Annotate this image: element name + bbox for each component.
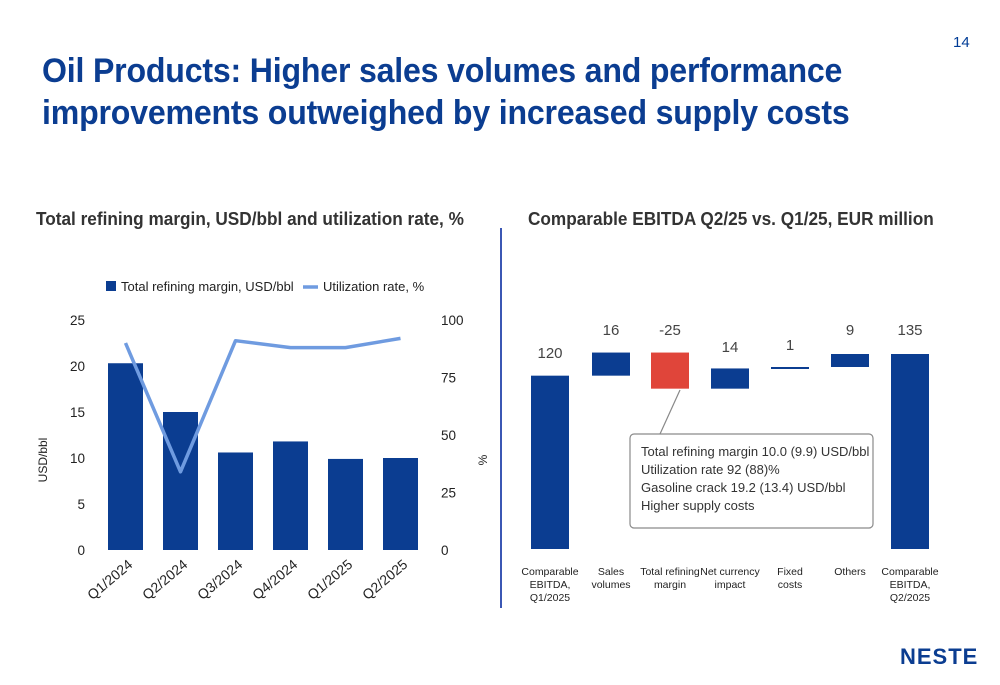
page-number: 14	[953, 34, 970, 51]
waterfall-value-label: -25	[659, 322, 681, 339]
x-tick-label: margin	[654, 579, 686, 591]
x-tick-label: Others	[834, 566, 866, 578]
x-tick-label: EBITDA,	[530, 579, 571, 591]
y2-tick-label: 50	[441, 428, 456, 443]
y-tick-label: 5	[77, 497, 85, 512]
callout-line: Gasoline crack 19.2 (13.4) USD/bbl	[641, 480, 846, 495]
waterfall-value-label: 14	[722, 339, 739, 356]
y2-tick-label: 75	[441, 371, 456, 386]
waterfall-value-label: 120	[537, 345, 562, 362]
margin-bar	[163, 412, 198, 550]
x-tick-label: Net currency	[700, 566, 760, 578]
y-tick-label: 20	[70, 359, 85, 374]
y-tick-label: 10	[70, 451, 85, 466]
neste-logo: NESTE	[900, 644, 979, 669]
waterfall-bar	[531, 375, 569, 549]
x-tick-label: volumes	[591, 579, 630, 591]
waterfall-bar	[891, 354, 929, 549]
y-tick-label: 0	[77, 543, 85, 558]
callout-line: Total refining margin 10.0 (9.9) USD/bbl	[641, 444, 869, 459]
title-line-1: Oil Products: Higher sales volumes and p…	[42, 52, 843, 90]
page-title: Oil Products: Higher sales volumes and p…	[42, 50, 870, 134]
title-line-2: improvements outweighed by increased sup…	[42, 94, 850, 132]
x-tick-label: Fixed	[777, 566, 803, 578]
right-chart-title: Comparable EBITDA Q2/25 vs. Q1/25, EUR m…	[528, 208, 934, 229]
callout-line: Utilization rate 92 (88)%	[641, 462, 780, 477]
x-tick-label: Sales	[598, 566, 624, 578]
panel-divider	[500, 228, 502, 608]
utilization-line	[123, 336, 401, 474]
margin-bar	[218, 452, 253, 550]
waterfall-value-label: 9	[846, 322, 854, 339]
x-tick-label: Q1/2025	[530, 592, 570, 604]
y-axis-label: USD/bbl	[36, 438, 50, 483]
y2-tick-label: 25	[441, 486, 456, 501]
waterfall-value-label: 135	[897, 322, 922, 339]
callout-box	[629, 433, 874, 529]
waterfall-bar	[771, 367, 809, 369]
x-tick-label: impact	[715, 579, 746, 591]
legend-label-margin: Total refining margin, USD/bbl	[121, 279, 294, 294]
x-tick-label: Q2/2025	[890, 592, 930, 604]
x-tick-label: Total refining	[640, 566, 700, 578]
waterfall-value-label: 1	[786, 337, 794, 354]
margin-bar	[273, 441, 308, 550]
waterfall-bar	[651, 352, 689, 389]
margin-bar	[108, 363, 143, 550]
waterfall-value-label: 16	[603, 322, 620, 339]
callout-line: Higher supply costs	[641, 498, 755, 513]
waterfall-bar	[831, 354, 869, 367]
waterfall-bar	[711, 368, 749, 389]
legend-swatch-margin	[106, 281, 116, 291]
x-tick-label: Comparable	[521, 566, 578, 578]
y-tick-label: 15	[70, 405, 85, 420]
x-tick-label: Comparable	[881, 566, 938, 578]
y2-tick-label: 100	[441, 313, 464, 328]
margin-bar	[328, 458, 363, 550]
margin-bar	[383, 458, 418, 550]
callout-pointer	[659, 389, 681, 435]
x-tick-label: costs	[778, 579, 803, 591]
left-chart-title: Total refining margin, USD/bbl and utili…	[36, 208, 464, 229]
y-tick-label: 25	[70, 313, 85, 328]
legend-label-utilization: Utilization rate, %	[323, 279, 425, 294]
x-tick-label: EBITDA,	[890, 579, 931, 591]
y2-axis-label: %	[476, 454, 490, 465]
y2-tick-label: 0	[441, 543, 449, 558]
waterfall-bar	[592, 352, 630, 376]
